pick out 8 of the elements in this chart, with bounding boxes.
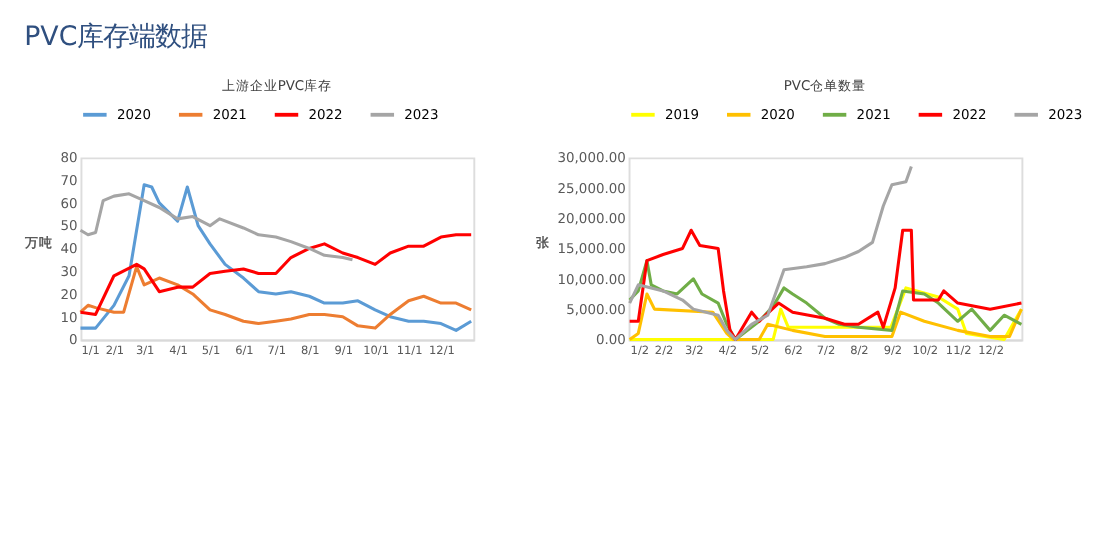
line-series <box>78 192 355 262</box>
line-series <box>78 265 473 330</box>
line-series <box>628 164 913 342</box>
line-series <box>628 259 1023 342</box>
text: PVC库存端数据 <box>24 23 208 54</box>
line-series <box>78 233 473 316</box>
line-series <box>78 183 473 332</box>
line-series <box>628 228 1023 342</box>
